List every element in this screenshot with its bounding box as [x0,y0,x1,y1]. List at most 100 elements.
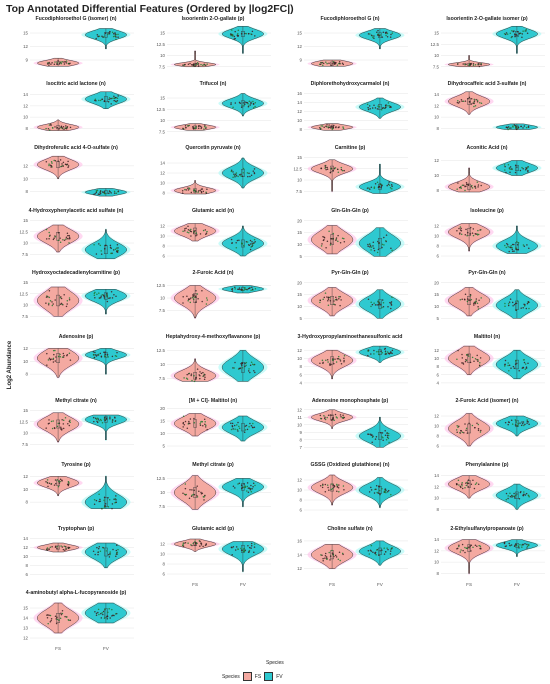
data-point [469,299,471,301]
data-point [390,247,392,249]
data-point [98,493,100,495]
data-point [467,183,469,185]
data-point [514,419,517,421]
data-point [97,193,100,195]
data-point [203,378,206,380]
data-point [521,33,524,35]
data-point [509,492,511,495]
y-tick-label: 5 [300,316,303,321]
data-point [244,429,247,431]
data-point [333,419,335,422]
data-point [241,486,244,488]
y-tick-label: 6 [300,508,303,513]
data-point [333,303,335,305]
data-point [522,494,525,497]
data-point [206,428,208,431]
data-point [106,295,109,298]
data-point [105,244,107,247]
data-point [386,35,389,38]
data-point [193,230,195,233]
data-point [246,490,248,492]
data-point [115,495,117,497]
data-point [474,185,476,188]
data-point [195,126,197,128]
data-point [367,33,370,35]
data-point [383,547,385,549]
data-point [240,173,242,176]
data-point [106,615,109,617]
data-point [522,307,524,309]
y-tick-label: 10 [160,490,165,495]
data-point [47,622,49,625]
data-point [237,175,239,178]
data-point [184,487,187,490]
data-point [343,240,346,243]
data-point [111,31,114,34]
data-point [93,193,95,196]
data-point [195,301,197,303]
data-point [45,161,48,163]
data-point [99,352,102,355]
data-point [194,191,197,193]
y-tick-label: 14 [434,473,439,478]
data-point [504,302,506,305]
data-point [250,545,253,547]
data-point [240,175,242,177]
data-point [514,164,517,166]
data-point [367,354,369,357]
data-point [194,378,197,380]
data-point [521,546,523,548]
data-point [48,64,50,66]
data-point [108,607,110,610]
data-point [201,421,204,423]
data-point [329,414,332,416]
data-point [251,363,254,365]
data-point [104,351,106,353]
data-point [514,424,517,426]
panel-title: Glutamic acid (n) [192,208,234,214]
data-point [96,421,99,424]
data-point [245,424,248,427]
y-tick-label: 8 [26,189,29,194]
data-point [335,61,337,64]
data-point [117,548,119,551]
data-point [95,612,98,615]
box-iqr [193,419,197,428]
data-point [461,362,463,364]
y-tick-label: 12 [434,103,439,108]
data-point [387,434,390,437]
data-point [474,483,477,486]
data-point [93,503,96,505]
data-point [242,104,244,107]
data-point [332,169,334,172]
data-point [244,103,246,105]
data-point [379,549,381,552]
data-point [184,483,187,485]
data-point [508,421,510,424]
data-point [385,491,387,494]
data-point [66,126,69,128]
data-point [59,478,62,481]
x-tick-label: FS [329,582,335,587]
data-point [319,127,322,130]
data-point [374,182,377,185]
box-iqr [56,613,60,624]
data-point [202,371,204,374]
data-point [340,363,343,365]
data-point [195,62,197,65]
panel-title: Hydroxyoctadecadienylcarnitine (p) [32,270,120,276]
data-point [93,499,96,501]
data-point [92,416,95,419]
y-tick-label: 12 [23,44,28,49]
data-point [461,353,463,356]
data-point [110,247,112,250]
data-point [391,352,393,355]
data-point [366,103,369,106]
data-point [473,360,475,363]
data-point [205,192,208,194]
data-point [324,292,327,294]
panel-title: Quercetin pyruvate (n) [185,145,241,151]
data-point [56,546,59,548]
